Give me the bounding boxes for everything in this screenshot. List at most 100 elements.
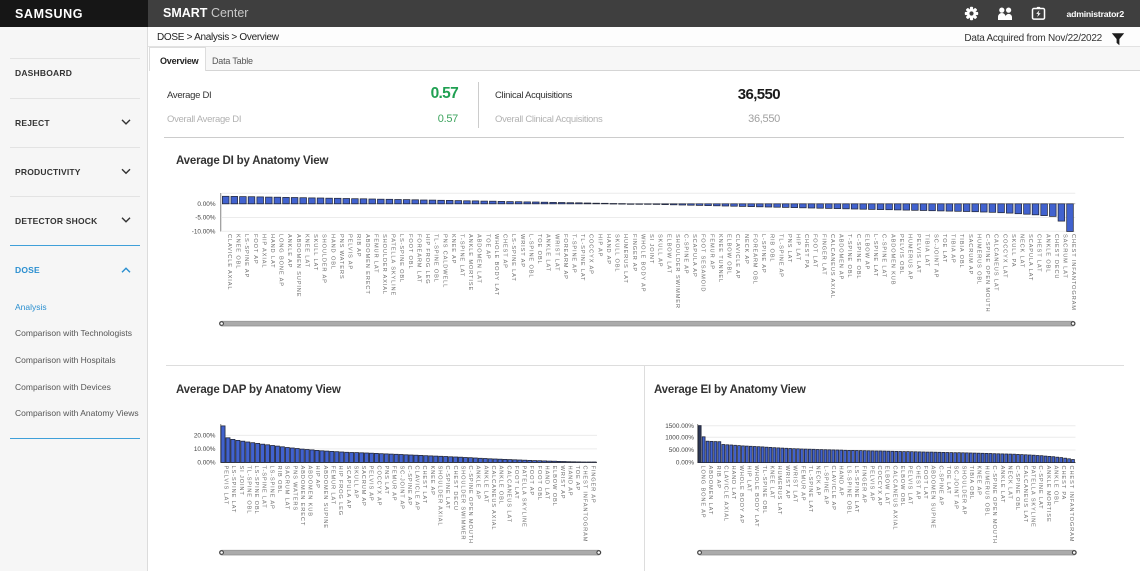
svg-text:SCAPULA AP: SCAPULA AP xyxy=(691,234,697,278)
svg-text:COCCYX AP: COCCYX AP xyxy=(876,466,882,507)
svg-text:1500.00%: 1500.00% xyxy=(665,423,694,430)
svg-text:PELVIS LAT: PELVIS LAT xyxy=(223,466,229,506)
svg-text:TL-SPINE OBL: TL-SPINE OBL xyxy=(433,234,439,283)
svg-text:SCAPULA LAT: SCAPULA LAT xyxy=(1027,234,1033,281)
svg-text:CLAVICLE AP: CLAVICLE AP xyxy=(734,234,740,279)
svg-text:PNS LAT: PNS LAT xyxy=(786,234,792,263)
svg-text:SHOULDER AXIAL: SHOULDER AXIAL xyxy=(437,466,443,527)
svg-text:ANKLE OBL: ANKLE OBL xyxy=(1053,466,1059,505)
svg-text:500.00%: 500.00% xyxy=(669,447,695,454)
svg-text:FOOT AP: FOOT AP xyxy=(528,466,534,497)
svg-text:CALCANEUS AXIAL: CALCANEUS AXIAL xyxy=(891,466,897,531)
svg-text:LS-SPINE AP: LS-SPINE AP xyxy=(243,234,249,278)
svg-text:FOREARM LAT: FOREARM LAT xyxy=(415,234,421,283)
svg-text:PNS LAT: PNS LAT xyxy=(383,466,389,495)
svg-text:PATELLA SKYLINE: PATELLA SKYLINE xyxy=(390,234,396,296)
svg-text:SC-JOINT AP: SC-JOINT AP xyxy=(398,466,404,510)
svg-text:SHOULDER SWIMMER: SHOULDER SWIMMER xyxy=(459,466,465,541)
svg-text:CLAVICLE AP: CLAVICLE AP xyxy=(414,466,420,511)
svg-text:CALCANEUS AXIAL: CALCANEUS AXIAL xyxy=(490,466,496,531)
svg-text:FOOT OBL: FOOT OBL xyxy=(407,234,413,269)
svg-text:HAND LAT: HAND LAT xyxy=(730,466,736,501)
svg-text:COCCYX AP: COCCYX AP xyxy=(588,234,594,275)
svg-text:CHEST PA: CHEST PA xyxy=(1060,466,1066,501)
svg-text:RIB OBL: RIB OBL xyxy=(769,234,775,262)
svg-text:ANKLE AP: ANKLE AP xyxy=(475,466,481,500)
svg-text:10.00%: 10.00% xyxy=(194,446,216,453)
svg-text:WHOLE BODY LAT: WHOLE BODY LAT xyxy=(753,466,759,528)
svg-text:T-SPINE OBL: T-SPINE OBL xyxy=(846,234,852,278)
svg-text:HAND AP: HAND AP xyxy=(566,466,572,497)
svg-text:TOE AP: TOE AP xyxy=(574,466,580,492)
svg-text:WRIST LAT: WRIST LAT xyxy=(792,466,798,503)
svg-text:ANKLE LAT: ANKLE LAT xyxy=(482,466,488,504)
svg-text:CALCANEUS AXIAL: CALCANEUS AXIAL xyxy=(829,234,835,299)
svg-text:C-SPINE AP: C-SPINE AP xyxy=(683,234,689,274)
svg-text:ABDOMEN LAT: ABDOMEN LAT xyxy=(707,466,713,516)
svg-text:HUMERUS LAT: HUMERUS LAT xyxy=(622,234,628,284)
svg-text:ANKLE AP: ANKLE AP xyxy=(286,234,292,268)
svg-text:FEMUR LAT: FEMUR LAT xyxy=(330,466,336,505)
svg-text:SC-JOINT AP: SC-JOINT AP xyxy=(953,466,959,510)
svg-text:NECK AP: NECK AP xyxy=(743,234,749,265)
svg-text:SHOULDER AP: SHOULDER AP xyxy=(960,466,966,516)
svg-text:WHOLE BODY AP: WHOLE BODY AP xyxy=(639,234,645,292)
svg-text:WRIST LAT: WRIST LAT xyxy=(553,234,559,271)
svg-text:KNEE AP: KNEE AP xyxy=(976,466,982,496)
svg-text:C-SPINE OPEN MOUTH: C-SPINE OPEN MOUTH xyxy=(991,466,997,545)
svg-text:KNEE TUNNEL: KNEE TUNNEL xyxy=(717,234,723,283)
svg-text:CHEST DECU: CHEST DECU xyxy=(1053,234,1059,279)
svg-text:LONG BONE AP: LONG BONE AP xyxy=(278,234,284,287)
svg-text:FINGER AP: FINGER AP xyxy=(631,234,637,272)
svg-text:FEMUR AP: FEMUR AP xyxy=(391,466,397,502)
svg-text:FINGER AP: FINGER AP xyxy=(861,466,867,504)
svg-text:PATELLA SKYLINE: PATELLA SKYLINE xyxy=(1030,466,1036,528)
svg-text:0.00%: 0.00% xyxy=(676,460,694,467)
svg-text:FOOT OBL: FOOT OBL xyxy=(536,466,542,501)
svg-text:LS-SPINE OBL: LS-SPINE OBL xyxy=(398,234,404,283)
svg-text:SKULL AP: SKULL AP xyxy=(657,234,663,267)
svg-text:SACRUM LAT: SACRUM LAT xyxy=(1062,234,1068,279)
svg-text:C-SPINE OPEN MOUTH: C-SPINE OPEN MOUTH xyxy=(984,234,990,313)
svg-text:ABDOMEN ERECT: ABDOMEN ERECT xyxy=(364,234,370,295)
svg-text:C-SPINE LAT: C-SPINE LAT xyxy=(881,234,887,278)
svg-text:FOREARM AP: FOREARM AP xyxy=(562,234,568,280)
svg-text:CHEST PA: CHEST PA xyxy=(803,234,809,269)
svg-text:HIP LAT: HIP LAT xyxy=(746,466,752,493)
svg-text:SKULL AP: SKULL AP xyxy=(352,466,358,499)
svg-text:PATELLA SKYLINE: PATELLA SKYLINE xyxy=(521,466,527,528)
svg-text:TOE LAT: TOE LAT xyxy=(941,234,947,263)
svg-text:HAND AP: HAND AP xyxy=(838,466,844,497)
svg-text:PNS WATERS: PNS WATERS xyxy=(291,466,297,511)
svg-text:T-SPINE LAT: T-SPINE LAT xyxy=(459,234,465,277)
svg-text:TL-SPINE LAT: TL-SPINE LAT xyxy=(807,466,813,513)
svg-text:C-SPINE OBL: C-SPINE OBL xyxy=(855,234,861,279)
svg-text:RIB OBL: RIB OBL xyxy=(276,466,282,494)
svg-text:NECK LAT: NECK LAT xyxy=(1019,234,1025,268)
svg-text:WHOLE BODY LAT: WHOLE BODY LAT xyxy=(493,234,499,296)
svg-text:FINGER LAT: FINGER LAT xyxy=(820,234,826,276)
svg-text:CLAVICLE AXIAL: CLAVICLE AXIAL xyxy=(723,466,729,522)
svg-text:SHOULDER AP: SHOULDER AP xyxy=(321,234,327,284)
svg-text:NECK LAT: NECK LAT xyxy=(1006,466,1012,500)
svg-text:HIP LAT: HIP LAT xyxy=(795,234,801,261)
svg-text:L-SPINE AP: L-SPINE AP xyxy=(760,234,766,273)
svg-text:ELBOW OBL: ELBOW OBL xyxy=(551,466,557,507)
svg-text:SACRUM AP: SACRUM AP xyxy=(360,466,366,507)
svg-text:CHEST AP: CHEST AP xyxy=(914,466,920,501)
svg-text:FINGER AP: FINGER AP xyxy=(589,466,595,504)
svg-text:PELVIS AP: PELVIS AP xyxy=(368,466,374,502)
svg-text:FOOT AP: FOOT AP xyxy=(252,234,258,265)
svg-text:TOE OBL: TOE OBL xyxy=(536,234,542,265)
svg-text:FOOT LAT: FOOT LAT xyxy=(922,466,928,500)
svg-text:ANKLE OBL: ANKLE OBL xyxy=(1044,234,1050,273)
svg-text:PELVIS LAT: PELVIS LAT xyxy=(915,234,921,274)
svg-text:HIP FROG LEG: HIP FROG LEG xyxy=(424,234,430,285)
svg-text:HAND LAT: HAND LAT xyxy=(544,466,550,501)
svg-text:FOOT SESAMOID: FOOT SESAMOID xyxy=(700,234,706,292)
svg-text:FEMUR LAT: FEMUR LAT xyxy=(372,234,378,273)
svg-text:HIP AXIAL: HIP AXIAL xyxy=(260,234,266,268)
svg-text:ABDOMEN KUB: ABDOMEN KUB xyxy=(307,466,313,517)
svg-text:TL-SPINE OBL: TL-SPINE OBL xyxy=(245,466,251,515)
svg-text:COCCYX AP: COCCYX AP xyxy=(375,466,381,507)
